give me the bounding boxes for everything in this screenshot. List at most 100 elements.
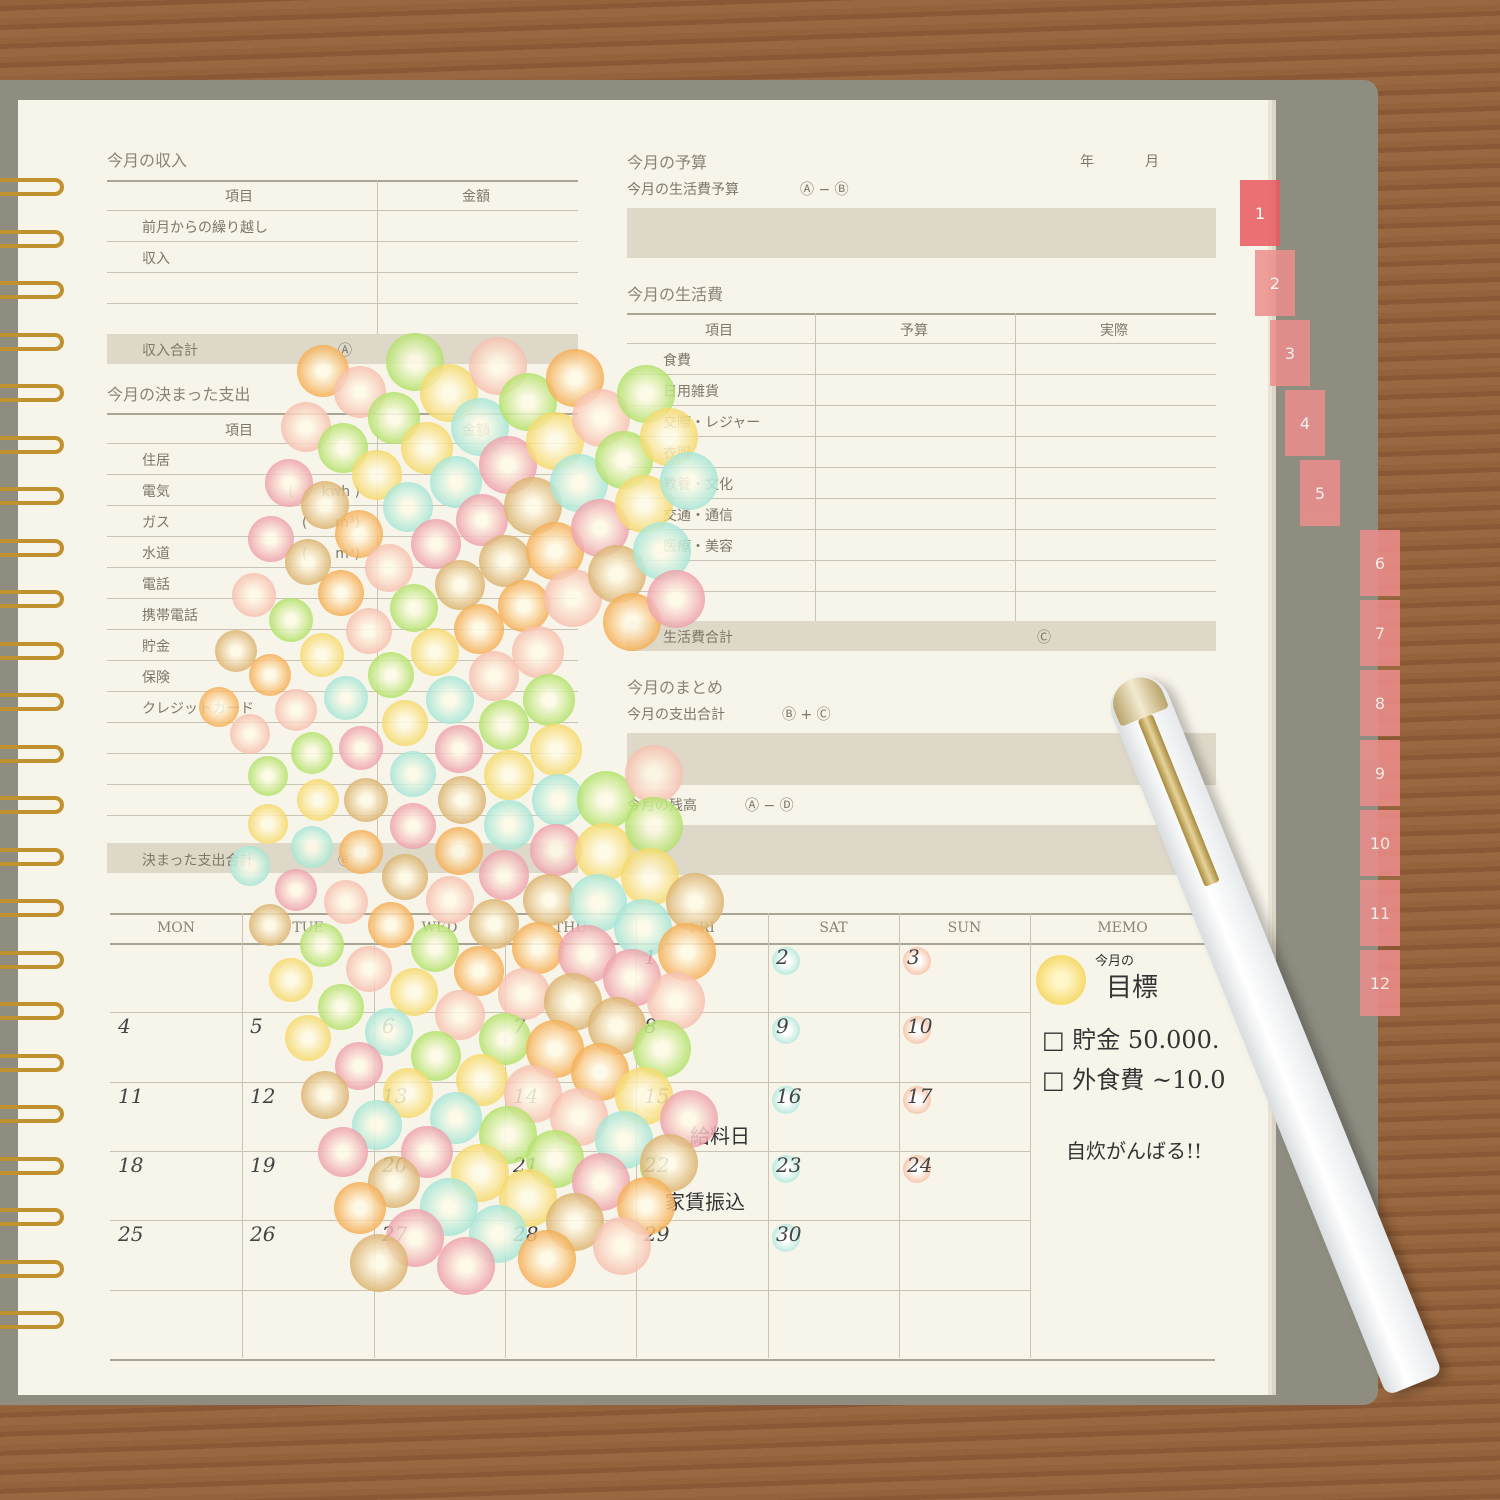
circle-sticker xyxy=(345,608,392,655)
circle-sticker xyxy=(274,688,317,731)
circle-sticker xyxy=(532,774,584,826)
binder-ring xyxy=(0,1002,64,1020)
circle-sticker xyxy=(479,850,530,901)
circle-sticker xyxy=(529,824,582,877)
divider xyxy=(1015,313,1016,651)
memo-item-savings: □ 貯金 50.000. xyxy=(1042,1026,1220,1054)
month-tab[interactable]: 12 xyxy=(1360,950,1400,1016)
date-cell[interactable]: 5 xyxy=(250,1014,263,1039)
income-col-item: 項目 xyxy=(225,189,253,205)
day-header: SUN xyxy=(947,920,982,936)
circle-sticker xyxy=(478,535,531,588)
divider xyxy=(899,913,900,1358)
month-tab[interactable]: 4 xyxy=(1285,390,1325,456)
date-sticker xyxy=(772,1224,800,1253)
circle-sticker xyxy=(291,826,334,869)
date-cell[interactable]: 4 xyxy=(118,1014,131,1039)
binder-ring xyxy=(0,1208,64,1226)
divider xyxy=(627,591,1216,592)
fixed-total-label: 決まった支出合計 xyxy=(142,853,254,869)
date-cell[interactable]: 16 xyxy=(776,1083,802,1108)
binder-ring xyxy=(0,487,64,505)
date-cell[interactable]: 17 xyxy=(907,1083,933,1108)
date-sticker xyxy=(903,1085,931,1114)
circle-sticker xyxy=(469,899,520,950)
circle-sticker xyxy=(300,923,345,968)
date-cell[interactable]: 11 xyxy=(118,1083,144,1108)
month-tab[interactable]: 11 xyxy=(1360,880,1400,946)
divider xyxy=(107,474,578,475)
divider xyxy=(107,303,578,304)
date-cell[interactable]: 19 xyxy=(250,1152,276,1177)
circle-sticker xyxy=(479,699,530,750)
binder-ring xyxy=(0,332,64,351)
month-tab[interactable]: 6 xyxy=(1360,530,1400,596)
divider xyxy=(768,913,769,1358)
circle-sticker xyxy=(434,826,483,875)
month-tab[interactable]: 7 xyxy=(1360,600,1400,666)
date-cell[interactable]: 18 xyxy=(118,1152,144,1177)
living-col-budget: 予算 xyxy=(900,323,928,339)
circle-sticker xyxy=(248,904,291,947)
living-row-label: 日用雑貨 xyxy=(663,384,719,400)
memo-item-dining: □ 外食費 ~10.0 xyxy=(1042,1066,1226,1094)
circle-sticker xyxy=(324,676,369,721)
divider xyxy=(110,1081,1030,1083)
divider xyxy=(627,560,1216,561)
circle-sticker xyxy=(382,853,429,900)
circle-sticker xyxy=(268,597,313,642)
month-tab[interactable]: 1 xyxy=(1240,180,1280,246)
goal-sticker xyxy=(1036,955,1086,1005)
divider xyxy=(627,405,1216,406)
circle-sticker xyxy=(318,570,365,617)
date-cell[interactable]: 25 xyxy=(118,1222,144,1247)
circle-sticker xyxy=(454,603,505,654)
circle-sticker xyxy=(230,845,271,886)
date-cell[interactable]: 3 xyxy=(907,945,920,969)
date-cell[interactable]: 23 xyxy=(776,1152,802,1177)
binder-ring xyxy=(0,1259,64,1278)
date-cell[interactable]: 2 xyxy=(776,945,789,969)
circle-sticker xyxy=(274,869,317,912)
date-cell[interactable]: 9 xyxy=(776,1014,789,1039)
binder-ring xyxy=(0,538,64,557)
living-total-mark: Ⓒ xyxy=(1037,630,1051,646)
year-label: 年 xyxy=(1080,154,1094,170)
binder-ring xyxy=(0,178,64,196)
circle-sticker xyxy=(291,731,334,774)
month-tab[interactable]: 10 xyxy=(1360,810,1400,876)
date-cell[interactable]: 30 xyxy=(776,1222,802,1247)
circle-sticker xyxy=(382,700,429,747)
month-tab[interactable]: 8 xyxy=(1360,670,1400,736)
circle-sticker xyxy=(469,650,520,701)
date-cell[interactable]: 10 xyxy=(907,1014,933,1039)
date-cell[interactable]: 26 xyxy=(250,1222,276,1247)
circle-sticker xyxy=(365,544,414,593)
living-total-row xyxy=(627,621,1216,651)
memo-goal-small: 今月の xyxy=(1095,954,1135,969)
month-tab[interactable]: 3 xyxy=(1270,320,1310,386)
circle-sticker xyxy=(367,652,414,699)
circle-sticker xyxy=(390,751,437,798)
divider xyxy=(107,210,578,211)
divider xyxy=(627,313,1216,315)
circle-sticker xyxy=(523,674,576,727)
balance-formula: Ⓐ − Ⓓ xyxy=(745,798,794,814)
date-cell[interactable]: 24 xyxy=(907,1152,933,1177)
fixed-title: 今月の決まった支出 xyxy=(107,385,251,404)
divider xyxy=(107,180,578,182)
living-budget-label: 今月の生活費予算 xyxy=(627,182,739,198)
binder-ring xyxy=(0,950,64,969)
circle-sticker xyxy=(438,776,486,824)
month-tab[interactable]: 2 xyxy=(1255,250,1295,316)
binder-ring xyxy=(0,693,64,711)
date-sticker xyxy=(903,1016,931,1045)
month-tab[interactable]: 5 xyxy=(1300,460,1340,526)
date-cell[interactable]: 12 xyxy=(250,1083,276,1108)
month-tab[interactable]: 9 xyxy=(1360,740,1400,806)
living-budget-formula: Ⓐ − Ⓑ xyxy=(800,182,849,198)
circle-sticker xyxy=(367,901,414,948)
circle-sticker xyxy=(659,452,718,511)
divider xyxy=(107,567,578,568)
circle-sticker xyxy=(512,921,565,974)
